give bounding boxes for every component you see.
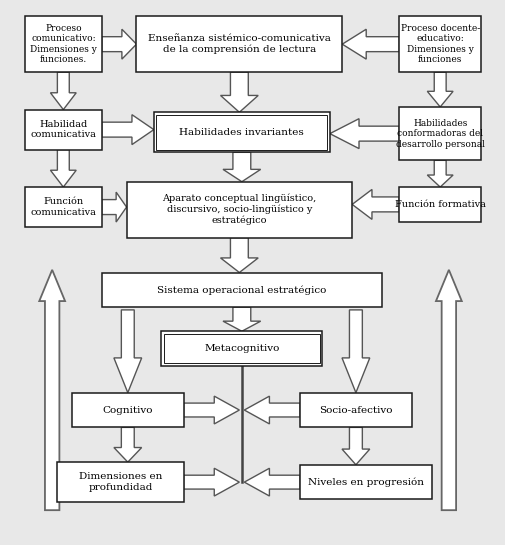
Text: Función formativa: Función formativa [394,200,485,209]
Text: Habilidad
comunicativa: Habilidad comunicativa [30,120,96,140]
Polygon shape [183,468,239,496]
Bar [164,334,319,364]
Bar [156,115,327,150]
Polygon shape [426,160,452,187]
Polygon shape [435,270,461,510]
Bar [57,462,183,502]
Polygon shape [220,72,258,112]
Polygon shape [341,310,369,392]
Polygon shape [102,192,126,222]
Bar [126,181,351,238]
Text: Niveles en progresión: Niveles en progresión [307,477,423,487]
Polygon shape [50,72,76,110]
Polygon shape [50,150,76,187]
Bar [299,465,431,499]
Bar [398,187,480,222]
Text: Habilidades
conformadoras del
desarrollo personal: Habilidades conformadoras del desarrollo… [395,119,484,149]
Text: Proceso docente-
educativo:
Dimensiones y
funciones: Proceso docente- educativo: Dimensiones … [400,24,479,64]
Text: Proceso
comunicativo:
Dimensiones y
funciones.: Proceso comunicativo: Dimensiones y func… [30,24,96,64]
Bar [154,112,329,153]
Text: Sistema operacional estratégico: Sistema operacional estratégico [157,285,326,295]
Polygon shape [114,427,141,462]
Bar [102,272,381,307]
Text: Dimensiones en
profundidad: Dimensiones en profundidad [78,473,162,492]
Polygon shape [244,396,299,424]
Bar [25,110,102,150]
Text: Socio-afectivo: Socio-afectivo [319,405,392,415]
Bar [72,392,183,427]
Polygon shape [114,310,141,392]
Text: Metacognitivo: Metacognitivo [204,344,279,353]
Bar [398,107,480,160]
Polygon shape [223,307,260,331]
Bar [25,187,102,227]
Polygon shape [351,190,398,219]
Bar [136,16,341,72]
Polygon shape [223,153,260,181]
Polygon shape [220,238,258,272]
Bar [161,331,322,366]
Polygon shape [183,396,239,424]
Text: Aparato conceptual lingüístico,
discursivo, socio-lingüístico y
estratégico: Aparato conceptual lingüístico, discursi… [162,194,316,226]
Polygon shape [341,29,398,59]
Text: Enseñanza sistémico-comunicativa
de la comprensión de lectura: Enseñanza sistémico-comunicativa de la c… [147,34,330,54]
Polygon shape [426,72,452,107]
Polygon shape [341,427,369,465]
Polygon shape [244,468,299,496]
Bar [398,16,480,72]
Polygon shape [102,29,136,59]
Polygon shape [102,114,154,144]
Text: Función
comunicativa: Función comunicativa [30,197,96,217]
Bar [299,392,411,427]
Text: Cognitivo: Cognitivo [103,405,153,415]
Polygon shape [329,119,398,149]
Polygon shape [39,270,65,510]
Text: Habilidades invariantes: Habilidades invariantes [179,128,304,137]
Bar [25,16,102,72]
